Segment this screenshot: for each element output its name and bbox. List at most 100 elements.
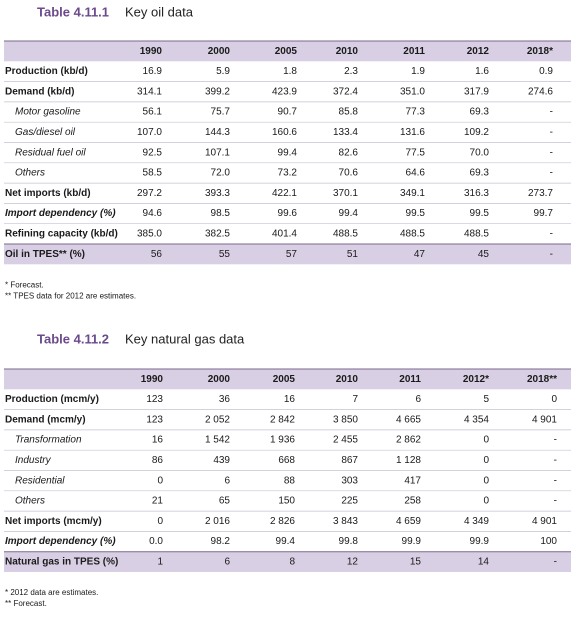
cell: 2.3 (344, 66, 358, 77)
cell: 99.4 (339, 208, 359, 219)
cell: - (554, 435, 557, 446)
cell: 47 (414, 249, 426, 260)
cell: - (554, 496, 557, 507)
row-label: Transformation (15, 435, 82, 446)
cell: 98.2 (211, 536, 231, 547)
cell: 45 (478, 249, 490, 260)
row-label: Motor gasoline (15, 107, 81, 118)
column-header: 2010 (336, 46, 359, 57)
cell: 303 (341, 475, 358, 486)
cell: 5.9 (216, 66, 230, 77)
cell: 370.1 (333, 188, 358, 199)
cell: 385.0 (137, 228, 162, 239)
cell: 70.0 (470, 147, 490, 158)
column-header: 2018** (527, 374, 557, 385)
cell: 1.6 (475, 66, 489, 77)
cell: 401.4 (272, 228, 297, 239)
cell: 72.0 (211, 168, 231, 179)
cell: 3 850 (333, 414, 358, 425)
cell: 1.9 (411, 66, 425, 77)
cell: 317.9 (464, 86, 489, 97)
cell: 98.5 (211, 208, 231, 219)
cell: 123 (146, 414, 163, 425)
cell: 82.6 (339, 147, 359, 158)
cell: 36 (219, 394, 231, 405)
column-header: 1990 (141, 374, 164, 385)
row-label: Net imports (mcm/y) (5, 516, 102, 527)
table-title: Key oil data (125, 4, 194, 19)
row-label: Residual fuel oil (15, 147, 86, 158)
cell: 2 862 (396, 435, 421, 446)
cell: 56.1 (143, 107, 163, 118)
cell: 372.4 (333, 86, 358, 97)
cell: 0 (551, 394, 557, 405)
table-title: Key natural gas data (125, 331, 245, 346)
cell: 16 (284, 394, 296, 405)
cell: - (550, 228, 553, 239)
cell: 109.2 (464, 127, 489, 138)
cell: 69.3 (470, 107, 490, 118)
row-label: Import dependency (%) (5, 536, 116, 547)
column-header: 2011 (399, 374, 421, 385)
cell: 225 (341, 496, 358, 507)
cell: 99.4 (278, 147, 298, 158)
cell: 12 (347, 556, 359, 567)
cell: 2 455 (333, 435, 358, 446)
cell: 88 (284, 475, 296, 486)
row-label: Others (15, 168, 45, 179)
header-band (4, 41, 571, 62)
cell: 316.3 (464, 188, 489, 199)
cell: 1 936 (270, 435, 295, 446)
cell: - (550, 168, 553, 179)
cell: 274.6 (528, 86, 553, 97)
column-header: 2000 (208, 46, 231, 57)
footnote: * Forecast. (5, 280, 44, 289)
row-label: Demand (mcm/y) (5, 414, 86, 425)
cell: 92.5 (143, 147, 163, 158)
cell: 488.5 (464, 228, 489, 239)
cell: 1 (157, 556, 163, 567)
cell: 488.5 (333, 228, 358, 239)
cell: 15 (410, 556, 422, 567)
cell: 77.3 (406, 107, 426, 118)
cell: 16.9 (143, 66, 163, 77)
cell: 297.2 (137, 188, 162, 199)
column-header: 2000 (208, 374, 231, 385)
cell: 4 354 (464, 414, 489, 425)
cell: 7 (352, 394, 358, 405)
cell: 668 (278, 455, 295, 466)
cell: 351.0 (400, 86, 425, 97)
cell: 99.7 (534, 208, 554, 219)
cell: 99.4 (276, 536, 296, 547)
cell: 131.6 (400, 127, 425, 138)
cell: 0 (483, 435, 489, 446)
cell: 99.6 (278, 208, 298, 219)
cell: 2 842 (270, 414, 295, 425)
cell: 399.2 (205, 86, 230, 97)
cell: 57 (286, 249, 298, 260)
cell: 133.4 (333, 127, 358, 138)
cell: 314.1 (137, 86, 162, 97)
row-label: Natural gas in TPES (%) (5, 556, 118, 567)
cell: 4 665 (396, 414, 421, 425)
cell: 393.3 (205, 188, 230, 199)
cell: 349.1 (400, 188, 425, 199)
cell: 144.3 (205, 127, 230, 138)
cell: 70.6 (339, 168, 359, 179)
row-label: Others (15, 496, 45, 507)
cell: 73.2 (278, 168, 298, 179)
cell: 99.9 (470, 536, 490, 547)
cell: 16 (152, 435, 164, 446)
cell: - (550, 249, 553, 260)
cell: 69.3 (470, 168, 490, 179)
column-header: 2005 (275, 46, 298, 57)
table-number: Table 4.11.1 (37, 4, 109, 19)
column-header: 2010 (336, 374, 359, 385)
column-header: 2018* (527, 46, 553, 57)
cell: 107.1 (205, 147, 230, 158)
column-header: 1990 (140, 46, 163, 57)
cell: 439 (213, 455, 230, 466)
column-header: 2011 (403, 46, 425, 57)
row-label: Demand (kb/d) (5, 86, 74, 97)
